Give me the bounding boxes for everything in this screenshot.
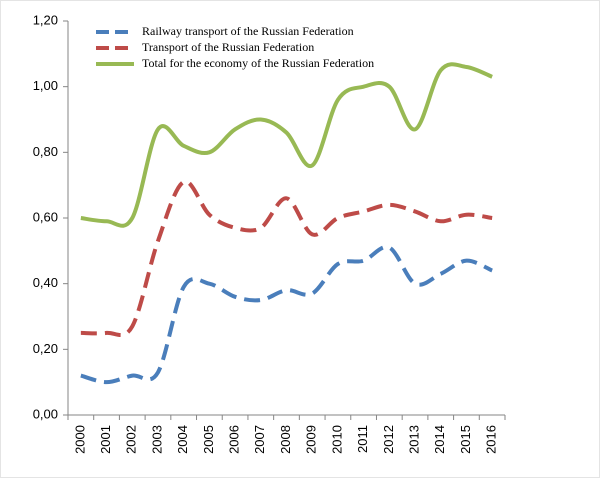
y-tick-label: 0,60	[33, 209, 58, 224]
y-tick-label: 0,80	[33, 144, 58, 159]
legend-label: Railway transport of the Russian Federat…	[142, 24, 354, 38]
data-line	[80, 244, 493, 385]
x-tick-label: 2002	[124, 425, 139, 454]
x-tick-label: 2004	[175, 425, 190, 454]
x-tick-label: 2007	[252, 425, 267, 454]
x-tick-label: 2000	[72, 425, 87, 454]
y-tick-label: 1,00	[33, 78, 58, 93]
legend-label: Total for the economy of the Russian Fed…	[142, 56, 374, 70]
x-tick-label: 2014	[432, 425, 447, 454]
y-tick-label: 1,20	[33, 12, 58, 27]
x-tick-label: 2010	[329, 425, 344, 454]
legend-label: Transport of the Russian Federation	[142, 40, 314, 54]
data-line	[80, 179, 493, 337]
x-tick-label: 2013	[406, 425, 421, 454]
x-tick-label: 2001	[98, 425, 113, 454]
x-tick-label: 2003	[149, 425, 164, 454]
x-tick-label: 2005	[201, 425, 216, 454]
x-tick-label: 2016	[484, 425, 499, 454]
y-tick-label: 0,40	[33, 275, 58, 290]
y-tick-label: 0,20	[33, 341, 58, 356]
x-tick-label: 2012	[381, 425, 396, 454]
x-tick-label: 2008	[278, 425, 293, 454]
x-tick-label: 2009	[304, 425, 319, 454]
x-tick-label: 2015	[458, 425, 473, 454]
data-line	[80, 62, 493, 228]
y-tick-label: 0,00	[33, 406, 58, 421]
x-tick-label: 2011	[355, 425, 370, 453]
x-tick-label: 2006	[227, 425, 242, 454]
